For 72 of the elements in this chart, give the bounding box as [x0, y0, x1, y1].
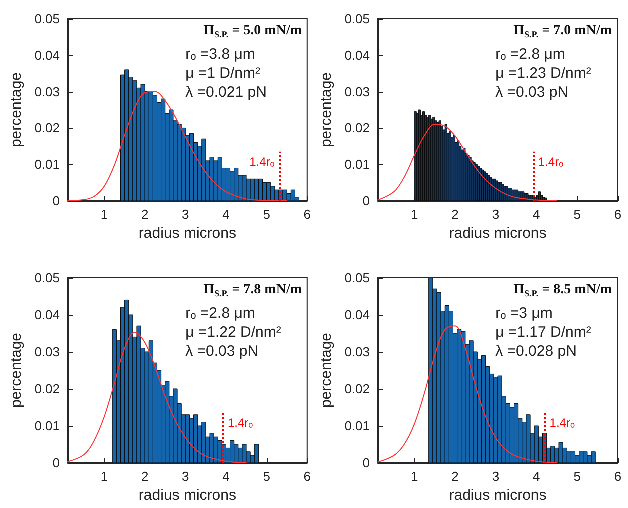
- y-tick-label: 0.02: [34, 120, 60, 136]
- annotation: μ =1.23 D/nm²: [496, 65, 592, 82]
- x-tick-label: 5: [574, 207, 581, 222]
- annotation: μ =1.17 D/nm²: [496, 324, 592, 341]
- y-tick-label: 0.01: [344, 157, 370, 172]
- x-tick-label: 1: [100, 469, 108, 484]
- y-tick-label: 0.02: [344, 120, 370, 136]
- y-axis-title: percentage: [8, 332, 25, 408]
- x-tick-label: 2: [452, 469, 459, 484]
- x-axis-title: radius microns: [449, 224, 547, 242]
- y-tick-label: 0.04: [344, 308, 370, 322]
- x-axis-title: radius microns: [449, 486, 547, 504]
- x-tick-label: 6: [304, 469, 311, 484]
- x-tick-label: 5: [574, 469, 581, 484]
- x-tick-label: 4: [222, 469, 230, 484]
- x-tick-label: 4: [533, 207, 540, 222]
- x-tick-label: 5: [263, 469, 270, 484]
- annotation: μ =1 D/nm²: [186, 65, 261, 82]
- y-axis-title: percentage: [318, 72, 335, 148]
- x-tick-label: 1: [410, 469, 418, 484]
- annotation: rₒ =3.8 μm: [186, 46, 256, 63]
- y-tick-label: 0.03: [344, 84, 370, 100]
- annotation: rₒ =3 μm: [496, 305, 553, 322]
- x-tick-label: 4: [533, 469, 540, 484]
- y-tick-label: 0.05: [344, 270, 370, 286]
- y-tick-label: 0.02: [344, 382, 370, 396]
- x-axis-title: radius microns: [138, 224, 236, 242]
- ref-line-label: 1.4rₒ: [550, 416, 576, 430]
- annotation: rₒ =2.8 μm: [186, 305, 256, 322]
- y-tick-label: 0.01: [344, 418, 370, 434]
- x-tick-label: 2: [141, 469, 149, 484]
- annotation: λ =0.03 pN: [496, 84, 569, 101]
- x-tick-label: 3: [182, 207, 190, 222]
- x-tick-label: 6: [614, 207, 622, 222]
- x-tick-label: 3: [492, 207, 500, 222]
- ref-line-label: 1.4rₒ: [538, 154, 564, 169]
- x-tick-label: 2: [141, 207, 149, 222]
- x-tick-label: 6: [614, 469, 622, 484]
- y-tick-label: 0.04: [34, 308, 60, 322]
- y-tick-label: 0.04: [34, 48, 60, 63]
- ref-line-label: 1.4rₒ: [228, 416, 254, 430]
- y-tick-label: 0: [362, 456, 370, 470]
- ref-line-label: 1.4rₒ: [250, 154, 276, 169]
- annotation: rₒ =2.8 μm: [496, 46, 566, 63]
- y-tick-label: 0.04: [344, 48, 370, 63]
- annotation: λ =0.021 pN: [186, 84, 267, 101]
- y-tick-label: 0.05: [344, 12, 370, 26]
- y-tick-label: 0.03: [34, 344, 60, 360]
- y-tick-label: 0.01: [34, 418, 60, 434]
- y-axis-title: percentage: [8, 72, 25, 148]
- x-tick-label: 2: [452, 207, 459, 222]
- y-tick-label: 0: [362, 194, 370, 208]
- x-tick-label: 1: [100, 207, 108, 222]
- x-axis-title: radius microns: [138, 486, 236, 504]
- y-tick-label: 0.03: [34, 84, 60, 100]
- y-tick-label: 0: [52, 456, 60, 470]
- annotation: λ =0.028 pN: [496, 343, 577, 360]
- annotation: λ =0.03 pN: [186, 343, 259, 360]
- x-tick-label: 4: [222, 207, 230, 222]
- y-tick-label: 0.03: [344, 344, 370, 360]
- y-tick-label: 0.05: [34, 12, 60, 26]
- y-tick-label: 0: [52, 194, 60, 208]
- x-tick-label: 3: [492, 469, 500, 484]
- x-tick-label: 3: [182, 469, 190, 484]
- x-tick-label: 1: [410, 207, 418, 222]
- annotation: μ =1.22 D/nm²: [186, 324, 282, 341]
- y-tick-label: 0.01: [34, 157, 60, 172]
- y-tick-label: 0.05: [34, 270, 60, 286]
- x-tick-label: 5: [263, 207, 270, 222]
- x-tick-label: 6: [304, 207, 311, 222]
- y-tick-label: 0.02: [34, 382, 60, 396]
- y-axis-title: percentage: [318, 332, 335, 408]
